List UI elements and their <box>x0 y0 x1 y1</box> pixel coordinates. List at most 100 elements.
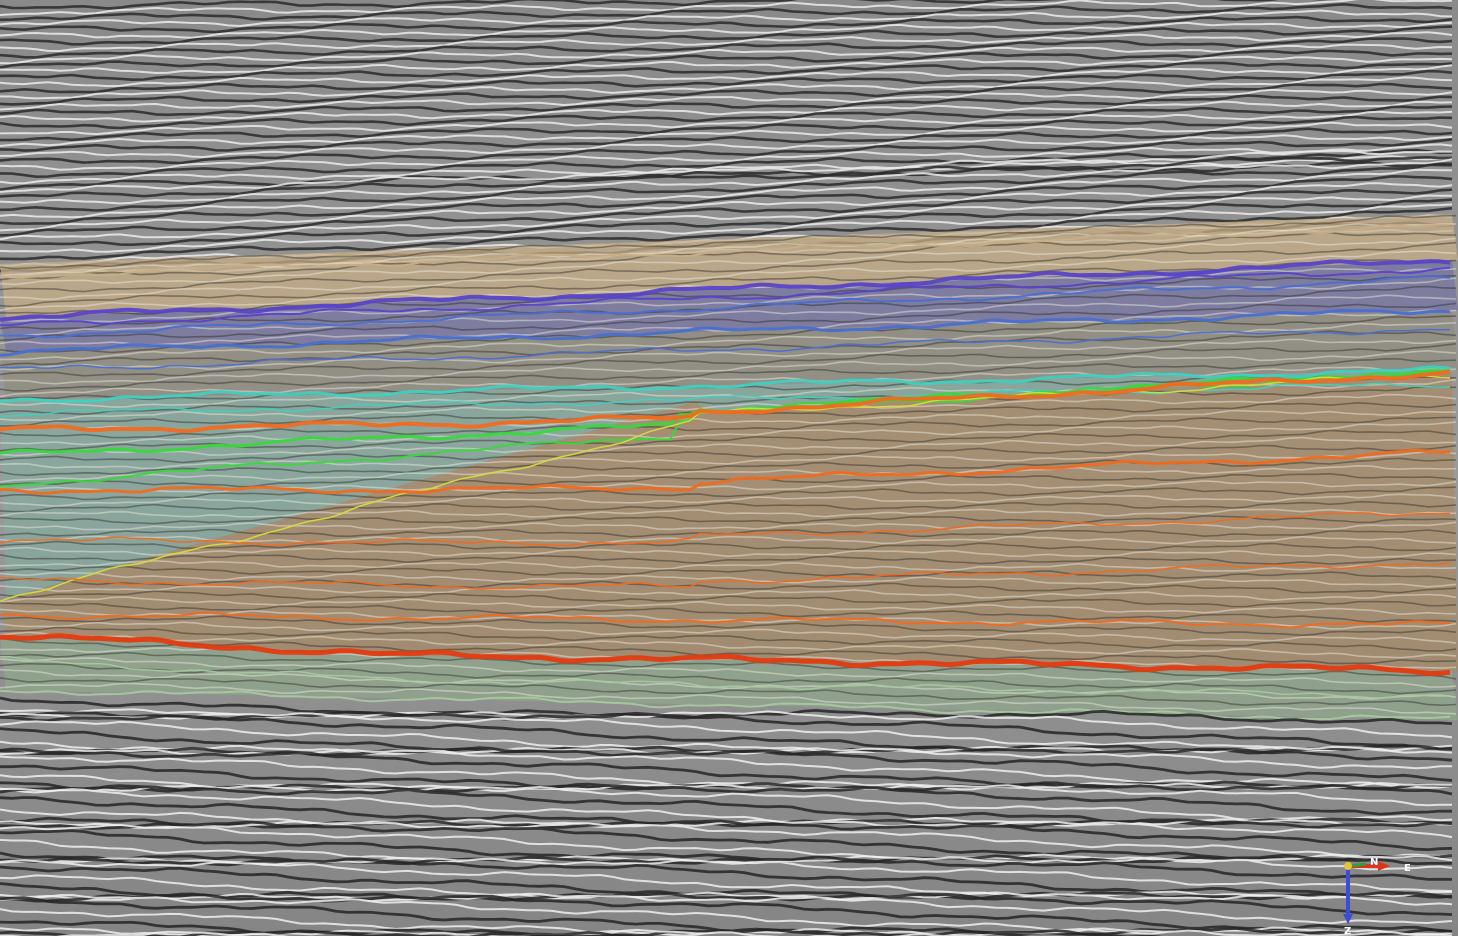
package-reflector <box>0 315 1457 354</box>
horizon-line <box>0 259 1451 322</box>
reflector-line <box>0 138 1453 165</box>
reflector-line <box>0 155 1453 198</box>
reflector-line <box>0 710 1453 750</box>
reflector-line <box>0 43 1453 65</box>
reflector-line <box>0 820 1453 862</box>
reflector-line <box>0 829 1452 866</box>
package-reflector <box>0 621 1457 644</box>
package-reflector <box>0 486 1457 501</box>
package-reflector <box>0 626 1457 652</box>
package-reflector <box>0 343 1457 377</box>
reflector-line <box>0 69 1453 94</box>
horizon-line <box>0 511 1451 547</box>
reflector-line <box>0 110 1453 136</box>
reflector-line <box>0 21 1453 39</box>
reflector-line <box>0 15 1453 34</box>
reflector-line <box>0 76 1453 100</box>
package-reflector <box>0 565 1457 581</box>
reflector-line <box>0 820 1453 859</box>
reflector-line <box>0 784 1453 822</box>
horizon-line <box>0 655 1451 699</box>
package-reflector <box>0 357 1457 392</box>
package-reflector <box>0 590 1457 608</box>
reflector-line <box>0 105 1453 130</box>
reflector-line <box>0 100 1453 123</box>
orange-package-fill <box>0 372 1458 671</box>
package-reflector <box>0 237 1457 286</box>
reflector-line <box>0 874 1453 906</box>
reflector-line <box>0 161 1453 191</box>
reflector-line <box>0 712 1453 753</box>
reflector-line <box>0 134 1453 159</box>
tan-package-fill <box>0 214 1458 318</box>
reflector-line <box>0 206 1453 261</box>
orientation-gizmo[interactable]: N E Z <box>1343 857 1411 936</box>
reflector-line <box>0 0 1328 10</box>
reflector-line <box>0 88 1453 111</box>
green-package-fill <box>0 370 1458 599</box>
package-reflector <box>0 500 1457 513</box>
horizon-line <box>0 611 1451 629</box>
package-reflector <box>0 393 1457 422</box>
package-reflector <box>0 602 1457 623</box>
package-reflector <box>0 677 1457 707</box>
reflector-line <box>0 696 1453 725</box>
package-reflector <box>0 615 1457 637</box>
horizon-line <box>0 328 1451 370</box>
reflector-line <box>0 168 1452 219</box>
package-reflector <box>0 349 1457 385</box>
reflector-line <box>0 929 642 936</box>
reflector-line <box>0 158 1453 205</box>
reflector-line <box>0 127 1453 152</box>
package-reflector <box>0 338 1457 371</box>
reflector-line <box>0 816 1453 852</box>
lower-reflectors <box>0 696 1453 936</box>
reflector-line <box>0 182 1453 232</box>
package-reflector <box>0 514 1457 525</box>
reflector-line <box>0 94 1453 117</box>
z-label: Z <box>1344 926 1351 936</box>
horizon-line <box>0 561 1451 590</box>
package-reflector <box>0 546 1457 559</box>
north-label: N <box>1370 857 1378 868</box>
reflector-line <box>0 747 1452 790</box>
package-reflector <box>0 330 1457 367</box>
reflector-line <box>0 143 1453 171</box>
east-axis-arrow-icon <box>1378 861 1390 871</box>
horizon-line <box>0 365 1451 403</box>
lower-green-package-fill <box>0 635 1458 720</box>
reflector-line <box>0 893 1453 933</box>
package-reflector <box>0 540 1457 552</box>
reflector-line <box>0 149 1453 193</box>
reflector-line <box>0 796 1453 829</box>
reflector-line <box>0 174 1453 226</box>
reflector-line <box>0 838 1453 871</box>
reflector-line <box>0 787 1452 828</box>
package-reflector <box>0 657 1457 688</box>
reflector-line <box>0 930 461 936</box>
package-reflector <box>0 421 1457 446</box>
reflector-line <box>0 720 1453 754</box>
package-reflector <box>0 521 1457 531</box>
package-reflector <box>0 577 1457 594</box>
reflector-line <box>0 198 1453 247</box>
reflector-line <box>0 31 1453 53</box>
interpreted-package-reflectors <box>0 214 1457 715</box>
reflector-line <box>0 115 1453 142</box>
reflector-line <box>0 55 1453 75</box>
package-reflector <box>0 668 1457 700</box>
horizon-line <box>0 223 1451 279</box>
package-reflector <box>0 585 1457 602</box>
horizon-line <box>0 382 1451 418</box>
reflector-line <box>0 748 1453 789</box>
package-reflector <box>0 637 1457 665</box>
horizon-line <box>0 369 1451 434</box>
package-reflector <box>0 214 1457 270</box>
reflector-line <box>0 851 1453 881</box>
reflector-line <box>0 865 1453 901</box>
reflector-line <box>0 61 1453 82</box>
package-reflector <box>0 508 1457 518</box>
package-reflector <box>0 241 1457 293</box>
